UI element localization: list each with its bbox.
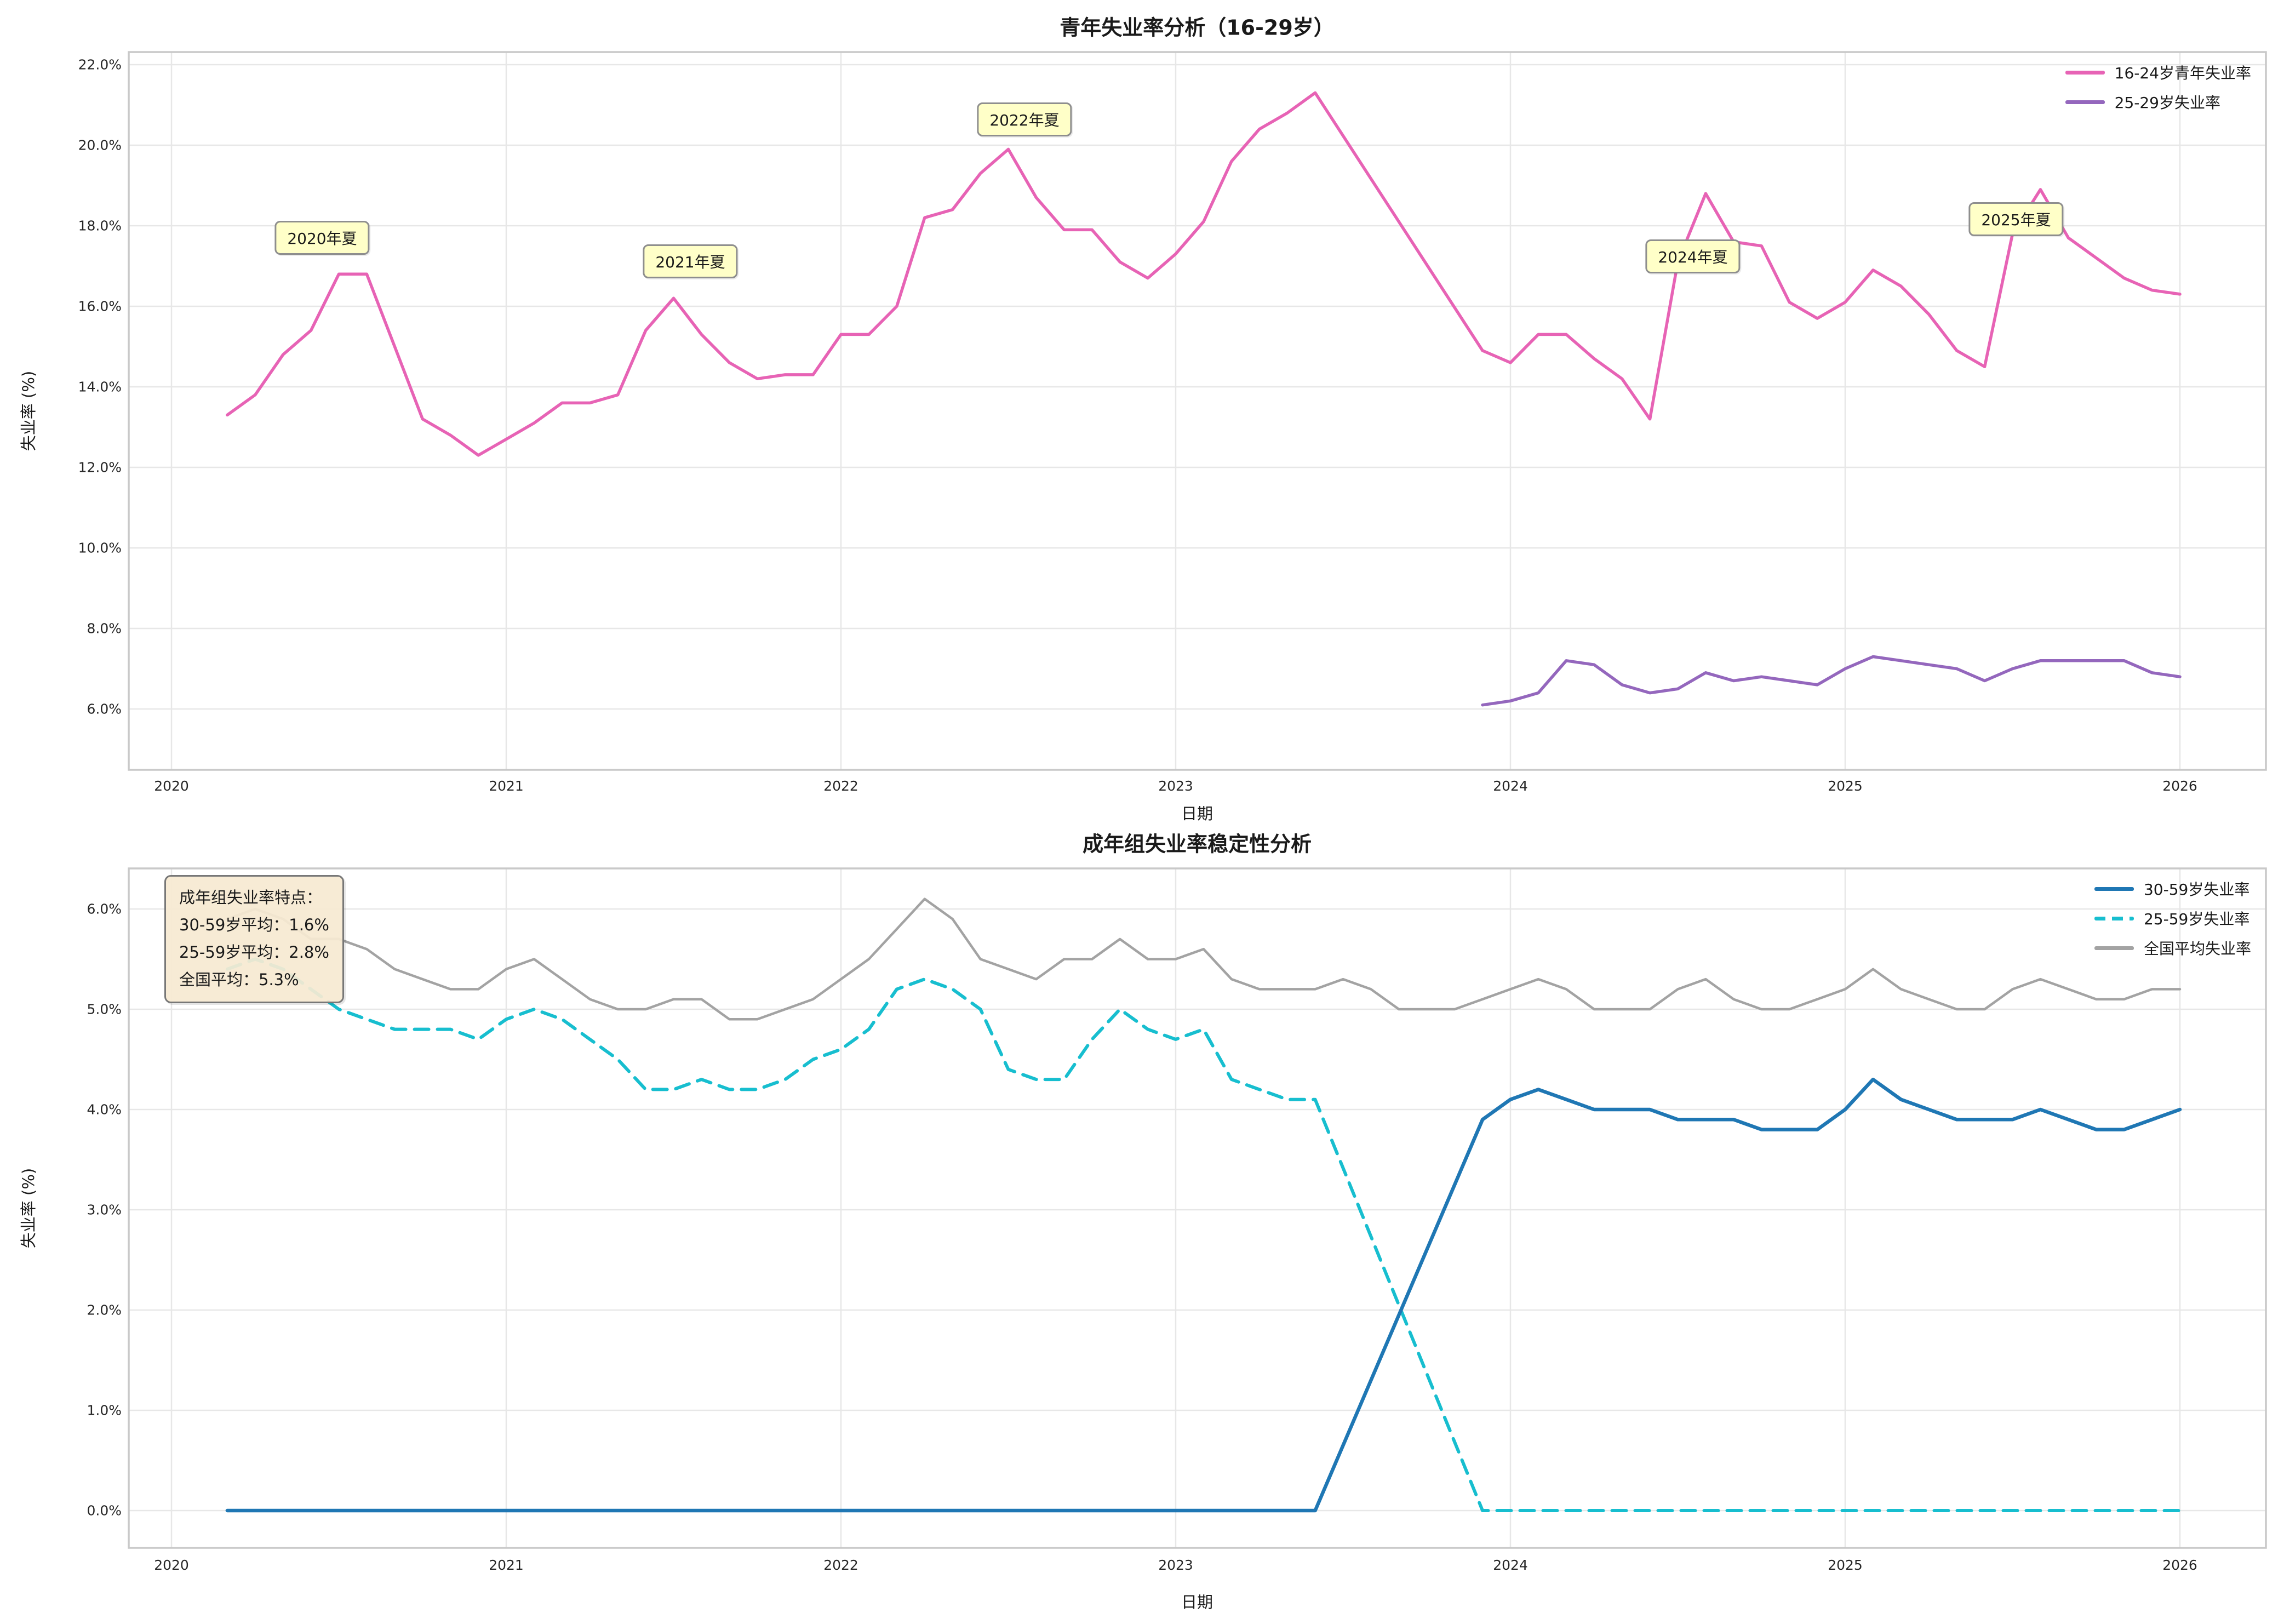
x-tick-label: 2026: [2162, 1557, 2197, 1573]
y-tick-label: 18.0%: [78, 218, 122, 234]
x-tick-label: 2025: [1828, 1557, 1863, 1573]
legend-item-30-59: 30-59岁失业率: [2094, 878, 2249, 900]
x-tick-label: 2022: [823, 778, 858, 794]
y-tick-label: 12.0%: [78, 459, 122, 476]
annotation-2025-summer: 2025年夏: [1968, 202, 2064, 236]
y-tick-label: 6.0%: [87, 701, 122, 717]
series-line-1-2: [226, 897, 2182, 1021]
x-tick-label: 2021: [489, 778, 524, 794]
legend-label: 25-59岁失业率: [2143, 910, 2250, 928]
chart2-y-axis-label: 失业率 (%): [19, 1168, 38, 1249]
y-tick-label: 2.0%: [87, 1302, 122, 1318]
y-tick-label: 6.0%: [87, 901, 122, 917]
legend-item-25-59: 25-59岁失业率: [2094, 907, 2249, 929]
x-tick-label: 2020: [154, 778, 189, 794]
y-tick-label: 14.0%: [78, 379, 122, 395]
legend-swatch-pink-line: [2065, 70, 2105, 75]
legend-swatch-purple-line: [2065, 100, 2105, 104]
chart1-legend: 16-24岁青年失业率 25-29岁失业率: [2065, 61, 2251, 113]
legend-label: 16-24岁青年失业率: [2114, 64, 2251, 82]
y-tick-label: 3.0%: [87, 1202, 122, 1218]
y-tick-label: 0.0%: [87, 1502, 122, 1519]
adult-stats-info-box: 成年组失业率特点： 30-59岁平均：1.6% 25-59岁平均：2.8% 全国…: [164, 875, 344, 1003]
x-tick-label: 2024: [1493, 778, 1528, 794]
y-tick-label: 16.0%: [78, 298, 122, 314]
legend-item-national: 全国平均失业率: [2094, 937, 2251, 959]
legend-label: 25-29岁失业率: [2114, 94, 2220, 112]
axes-border: [128, 867, 2267, 1549]
y-tick-label: 10.0%: [78, 540, 122, 556]
x-tick-label: 2024: [1493, 1557, 1528, 1573]
x-tick-label: 2023: [1158, 1557, 1193, 1573]
legend-item-16-24: 16-24岁青年失业率: [2065, 61, 2251, 83]
chart1-x-axis-label: 日期: [1181, 804, 1213, 823]
y-tick-label: 20.0%: [78, 137, 122, 153]
axes-border: [128, 51, 2267, 771]
chart1-y-axis-label: 失业率 (%): [19, 370, 38, 451]
annotation-2021-summer: 2021年夏: [643, 244, 738, 278]
x-tick-label: 2026: [2162, 778, 2197, 794]
y-tick-label: 8.0%: [87, 620, 122, 637]
annotation-2022-summer: 2022年夏: [977, 102, 1072, 136]
chart1-title: 青年失业率分析（16-29岁）: [1060, 15, 1335, 40]
x-tick-label: 2020: [154, 1557, 189, 1573]
chart2-title: 成年组失业率稳定性分析: [1082, 832, 1312, 856]
chart2-x-axis-label: 日期: [1181, 1593, 1213, 1611]
legend-label: 30-59岁失业率: [2143, 880, 2250, 899]
legend-label: 全国平均失业率: [2143, 940, 2251, 958]
series-line-1-1: [225, 957, 2182, 1512]
series-line-1-0: [225, 1077, 2182, 1513]
info-box-line-national-avg: 全国平均：5.3%: [179, 970, 299, 989]
x-tick-label: 2025: [1828, 778, 1863, 794]
info-box-line-title: 成年组失业率特点：: [179, 888, 323, 907]
annotation-2020-summer: 2020年夏: [274, 221, 370, 255]
x-tick-label: 2021: [489, 1557, 524, 1573]
y-tick-label: 22.0%: [78, 56, 122, 73]
x-tick-label: 2022: [823, 1557, 858, 1573]
chart2-legend: 30-59岁失业率 25-59岁失业率 全国平均失业率: [2094, 878, 2251, 959]
legend-item-25-29: 25-29岁失业率: [2065, 91, 2220, 113]
x-tick-label: 2023: [1158, 778, 1193, 794]
annotation-2024-summer: 2024年夏: [1645, 239, 1741, 273]
info-box-line-30-59-avg: 30-59岁平均：1.6%: [179, 915, 329, 934]
legend-swatch-blue-line: [2094, 887, 2134, 891]
y-tick-label: 4.0%: [87, 1101, 122, 1118]
series-line-0-1: [1481, 655, 2182, 707]
info-box-line-25-59-avg: 25-59岁平均：2.8%: [179, 942, 329, 962]
series-line-0-0: [226, 91, 2182, 457]
y-tick-label: 5.0%: [87, 1001, 122, 1017]
legend-swatch-gray-line: [2094, 946, 2134, 950]
legend-swatch-cyan-dashed-line: [2094, 916, 2134, 920]
y-tick-label: 1.0%: [87, 1402, 122, 1419]
